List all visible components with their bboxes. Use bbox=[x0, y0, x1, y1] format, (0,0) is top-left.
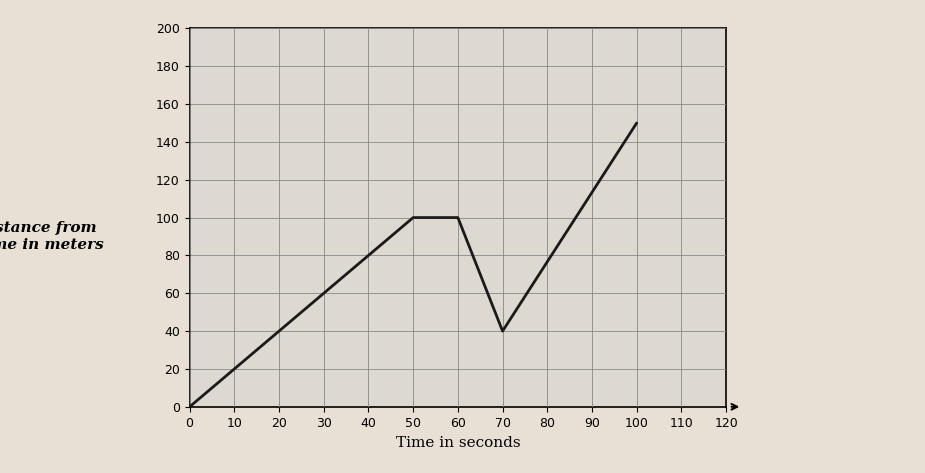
X-axis label: Time in seconds: Time in seconds bbox=[396, 437, 520, 450]
Text: Distance from
home in meters: Distance from home in meters bbox=[0, 221, 104, 252]
